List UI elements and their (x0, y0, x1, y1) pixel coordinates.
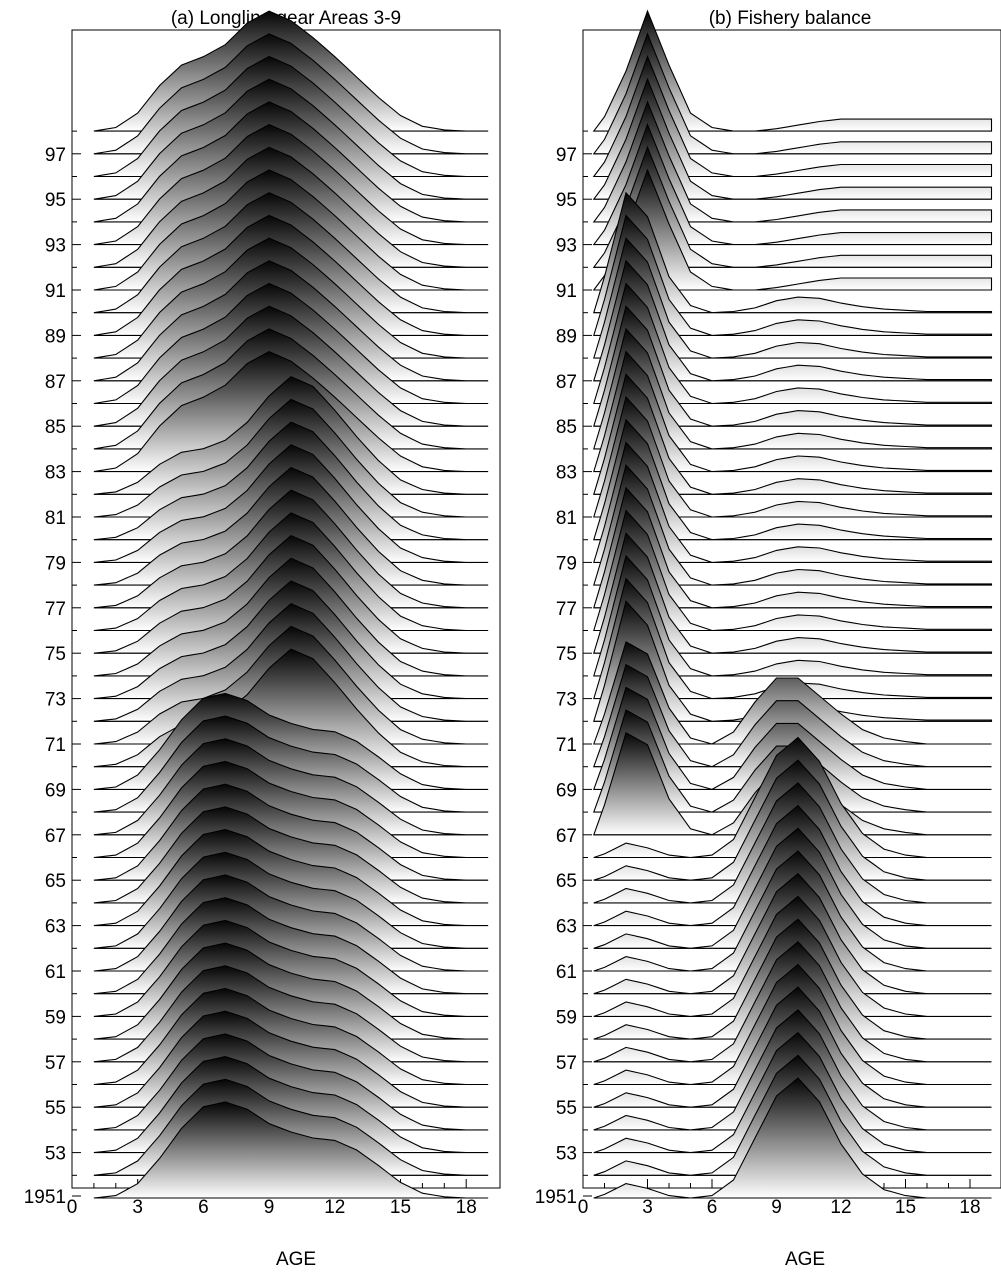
y-tick-label: 65 (556, 871, 577, 892)
x-tick-label: 18 (456, 1197, 477, 1218)
y-tick-label: 67 (45, 826, 66, 847)
y-tick-label: 93 (556, 236, 577, 257)
y-tick-label: 69 (45, 780, 66, 801)
y-tick-label: 89 (556, 326, 577, 347)
ridge-1951 (594, 1078, 992, 1198)
y-tick-label: 75 (45, 644, 66, 665)
y-tick-label: 71 (45, 735, 66, 756)
y-tick-label: 81 (556, 508, 577, 529)
y-tick-label: 65 (45, 871, 66, 892)
y-tick-label: 1951 (24, 1187, 66, 1208)
y-tick-label: 83 (45, 463, 66, 484)
y-tick-label: 1951 (535, 1187, 577, 1208)
y-tick-label: 73 (556, 690, 577, 711)
y-tick-label: 85 (556, 417, 577, 438)
y-tick-label: 81 (45, 508, 66, 529)
x-tick-label: 12 (830, 1197, 851, 1218)
x-tick-label: 0 (67, 1197, 78, 1218)
y-tick-label: 75 (556, 644, 577, 665)
y-tick-label: 71 (556, 735, 577, 756)
x-tick-label: 18 (959, 1197, 980, 1218)
y-tick-label: 73 (45, 690, 66, 711)
y-tick-label: 85 (45, 417, 66, 438)
y-tick-label: 95 (45, 190, 66, 211)
y-tick-label: 63 (556, 917, 577, 938)
y-tick-label: 61 (45, 962, 66, 983)
x-tick-label: 15 (390, 1197, 411, 1218)
y-tick-label: 53 (45, 1144, 66, 1165)
y-tick-label: 79 (45, 553, 66, 574)
y-tick-label: 93 (45, 236, 66, 257)
y-tick-label: 61 (556, 962, 577, 983)
y-tick-label: 63 (45, 917, 66, 938)
y-tick-label: 59 (556, 1007, 577, 1028)
y-tick-label: 83 (556, 463, 577, 484)
y-tick-label: 77 (556, 599, 577, 620)
panel-b-xlabel: AGE (785, 1249, 825, 1270)
x-tick-label: 6 (198, 1197, 209, 1218)
x-tick-label: 12 (324, 1197, 345, 1218)
y-tick-label: 89 (45, 326, 66, 347)
panel-a-ridges (94, 11, 488, 1198)
y-tick-label: 87 (556, 372, 577, 393)
y-tick-label: 53 (556, 1144, 577, 1165)
y-tick-label: 57 (45, 1053, 66, 1074)
y-tick-label: 59 (45, 1007, 66, 1028)
y-tick-label: 95 (556, 190, 577, 211)
y-tick-label: 57 (556, 1053, 577, 1074)
panel-b-ridges (594, 11, 992, 1198)
y-tick-label: 55 (45, 1098, 66, 1119)
x-tick-label: 9 (264, 1197, 275, 1218)
x-tick-label: 0 (578, 1197, 589, 1218)
y-tick-label: 79 (556, 553, 577, 574)
y-tick-label: 77 (45, 599, 66, 620)
y-tick-label: 67 (556, 826, 577, 847)
x-tick-label: 3 (642, 1197, 653, 1218)
panel-a-xlabel: AGE (276, 1249, 316, 1270)
y-tick-label: 97 (556, 145, 577, 166)
x-tick-label: 15 (895, 1197, 916, 1218)
x-tick-label: 9 (771, 1197, 782, 1218)
panel-b-title: (b) Fishery balance (709, 8, 872, 29)
panel-b: (b) Fishery balance AGE 0 3 6 9 12 15 18195153… (535, 8, 1001, 1270)
x-tick-label: 6 (707, 1197, 718, 1218)
y-tick-label: 97 (45, 145, 66, 166)
panel-a: (a) Longline gear Areas 3-9 AGE 03691215… (24, 8, 500, 1270)
y-tick-label: 69 (556, 780, 577, 801)
x-tick-label: 3 (132, 1197, 143, 1218)
y-tick-label: 91 (45, 281, 66, 302)
ridge-area (594, 1078, 992, 1198)
y-tick-label: 91 (556, 281, 577, 302)
y-tick-label: 55 (556, 1098, 577, 1119)
y-tick-label: 87 (45, 372, 66, 393)
